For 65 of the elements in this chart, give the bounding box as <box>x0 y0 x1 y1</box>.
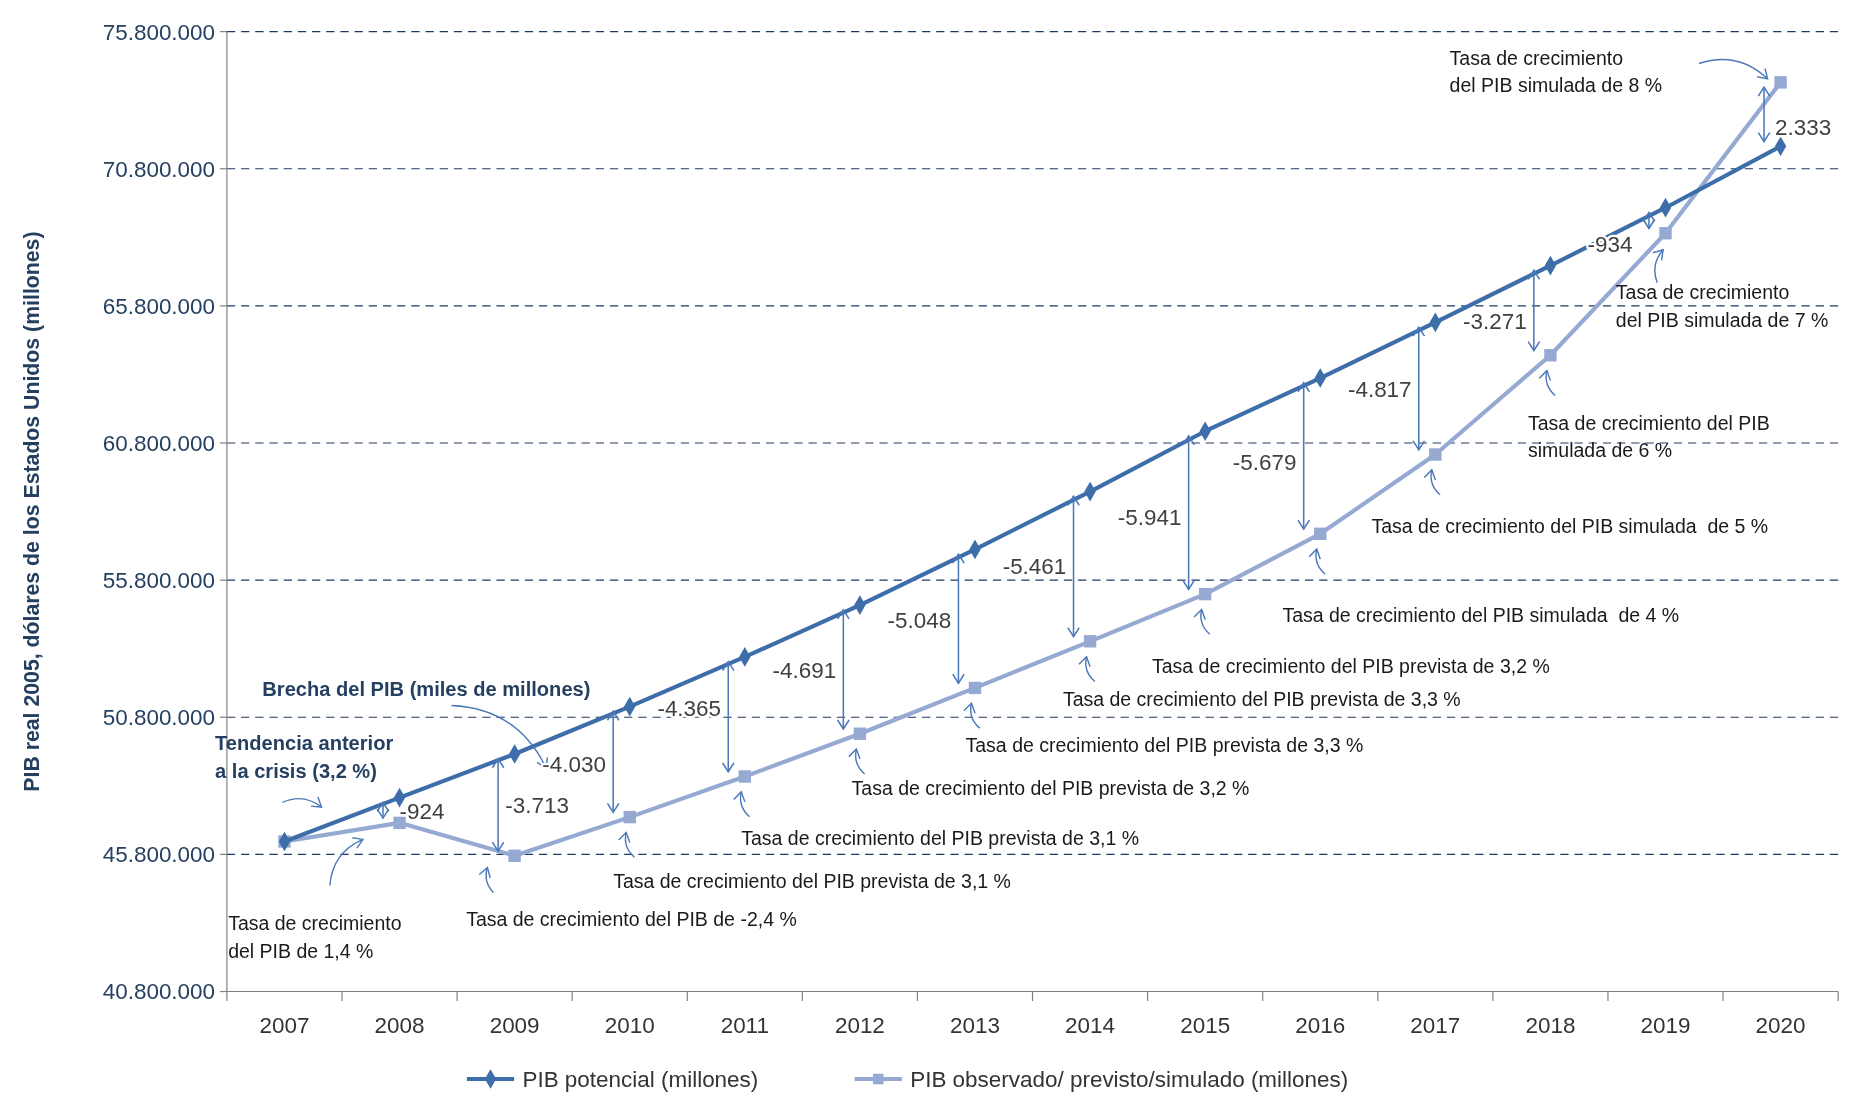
annotation: Tasa de crecimiento del PIB prevista de 3,2 % <box>851 777 1250 800</box>
x-tick-label: 2009 <box>489 1012 540 1038</box>
annotation: Brecha del PIB (miles de millones) <box>262 677 591 700</box>
annotation: -924 <box>399 799 445 825</box>
annotation: Tasa de crecimiento del PIB prevista de 3,3 % <box>1062 688 1461 711</box>
annotation: -5.461 <box>1002 554 1067 580</box>
annotation: Tasa de crecimiento del PIB simulada de 7 % <box>1615 281 1829 331</box>
x-tick-label: 2012 <box>834 1012 885 1038</box>
annotation: -4.030 <box>542 752 606 778</box>
x-tick-label: 2007 <box>259 1012 310 1038</box>
x-tick-label: 2013 <box>950 1012 1000 1038</box>
legend-label: PIB potencial (millones) <box>522 1066 759 1092</box>
x-tick-label: 2014 <box>1065 1012 1116 1038</box>
annotation: 2.333 <box>1774 115 1832 141</box>
y-axis-title: PIB real 2005, dólares de los Estados Unidos (millones) <box>19 231 44 792</box>
y-tick-label: 60.800.000 <box>102 430 216 456</box>
point <box>1314 527 1327 540</box>
point <box>1774 76 1787 89</box>
y-tick-label: 75.800.000 <box>102 19 216 45</box>
annotation: Tasa de crecimiento del PIB simulada de 8 % <box>1449 46 1663 96</box>
annotation: Tasa de crecimiento del PIB prevista de 3,3 % <box>965 733 1364 756</box>
point <box>508 849 521 862</box>
annotation: Tasa de crecimiento del PIB prevista de 3,2 % <box>1151 655 1550 678</box>
point <box>738 770 752 783</box>
x-tick-label: 2018 <box>1525 1012 1576 1038</box>
point <box>968 681 982 695</box>
annotation: -4.691 <box>772 658 837 684</box>
annotation: Tasa de crecimiento del PIB de -2,4 % <box>466 907 797 930</box>
annotation: -5.048 <box>887 607 952 633</box>
x-tick-label: 2020 <box>1755 1012 1806 1038</box>
point <box>1544 349 1557 362</box>
point <box>853 727 867 740</box>
annotation: Tendencia anterior a la crisis (3,2 %) <box>215 732 394 782</box>
annotation: Tasa de crecimiento del PIB prevista de 3,1 % <box>613 870 1011 893</box>
annotation: Tasa de crecimiento del PIB simulada de 5 % <box>1371 514 1769 537</box>
x-tick-label: 2010 <box>604 1012 655 1038</box>
x-tick-label: 2008 <box>374 1012 425 1038</box>
point <box>1659 227 1672 240</box>
annotation: -5.941 <box>1117 505 1182 531</box>
point <box>1083 635 1097 648</box>
y-tick-label: 50.800.000 <box>102 705 216 731</box>
annotation: -5.679 <box>1232 449 1297 475</box>
y-tick-label: 40.800.000 <box>102 979 216 1005</box>
y-tick-label: 55.800.000 <box>102 568 216 594</box>
point <box>1429 448 1442 461</box>
x-tick-label: 2016 <box>1295 1012 1346 1038</box>
y-tick-label: 70.800.000 <box>102 156 216 182</box>
annotation: Tasa de crecimiento del PIB de 1,4 % <box>228 912 402 962</box>
x-tick-label: 2015 <box>1180 1012 1231 1038</box>
legend-label: PIB observado/ previsto/simulado (millones) <box>910 1066 1349 1092</box>
annotation: -3.713 <box>505 792 569 818</box>
annotation: -934 <box>1587 231 1633 257</box>
y-tick-label: 65.800.000 <box>102 293 216 319</box>
point <box>1198 587 1212 601</box>
x-tick-label: 2019 <box>1640 1012 1691 1038</box>
x-tick-label: 2011 <box>720 1012 769 1038</box>
annotation: Tasa de crecimiento del PIB simulada de 6 % <box>1527 411 1770 461</box>
annotation: -4.365 <box>657 696 722 722</box>
annotation: -3.271 <box>1463 308 1527 334</box>
annotation: Tasa de crecimiento del PIB simulada de 4 % <box>1282 604 1680 627</box>
annotation: Tasa de crecimiento del PIB prevista de 3,1 % <box>741 827 1140 850</box>
x-tick-label: 2017 <box>1410 1012 1461 1038</box>
point <box>623 810 636 824</box>
annotation: -4.817 <box>1347 377 1412 403</box>
y-tick-label: 45.800.000 <box>102 842 216 868</box>
